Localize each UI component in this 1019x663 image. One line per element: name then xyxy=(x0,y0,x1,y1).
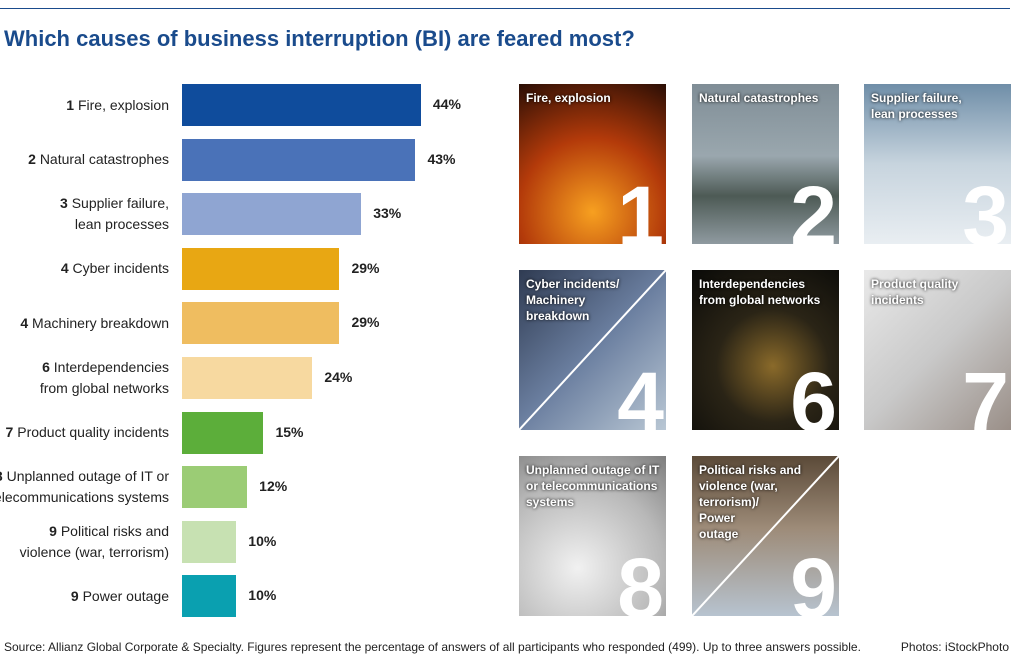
tile-number: 2 xyxy=(790,169,837,244)
category-name: Machinery breakdown xyxy=(32,314,169,331)
category-name: Interdependencies from global networks xyxy=(39,359,169,396)
rank: 2 xyxy=(28,151,36,168)
category-label: 1 Fire, explosion xyxy=(0,95,169,116)
tile-number: 6 xyxy=(790,355,837,430)
tile-divider xyxy=(519,270,666,430)
value-label: 12% xyxy=(259,478,288,495)
tile-divider xyxy=(692,456,839,616)
photo-tile: Cyber incidents/ Machinery breakdown 4 xyxy=(519,270,666,430)
category-label: 2 Natural catastrophes xyxy=(0,149,169,170)
bar xyxy=(182,193,362,236)
category-name: Supplier failure, lean processes xyxy=(71,195,169,233)
photo-tile: Unplanned outage of IT or telecommunicat… xyxy=(519,456,666,616)
category-label: 8 Unplanned outage of IT or telecommunic… xyxy=(0,466,169,508)
category-name: Fire, explosion xyxy=(77,96,169,113)
bar xyxy=(182,84,421,126)
rank: 9 xyxy=(49,522,57,539)
value-label: 10% xyxy=(248,532,277,549)
category-label: 4 Machinery breakdown xyxy=(0,313,169,334)
tile-label: Natural catastrophes xyxy=(699,91,819,105)
photo-tile: Political risks and violence (war, terro… xyxy=(692,456,839,616)
photo-tile: Interdependencies from global networks 6 xyxy=(692,270,839,430)
tile-label: Interdependencies from global networks xyxy=(699,277,821,307)
value-label: 10% xyxy=(248,587,277,604)
category-label: 7 Product quality incidents xyxy=(0,422,169,443)
category-label: 3 Supplier failure, lean processes xyxy=(0,193,169,235)
category-name: Product quality incidents xyxy=(17,424,169,441)
value-label: 44% xyxy=(432,96,461,112)
value-label: 15% xyxy=(275,423,304,440)
photo-tile: Product quality incidents 7 xyxy=(864,270,1011,430)
tile-number: 8 xyxy=(617,541,664,616)
tile-label: Fire, explosion xyxy=(526,91,611,105)
category-label: 9 Power outage xyxy=(0,586,169,607)
source-note: Source: Allianz Global Corporate & Speci… xyxy=(4,640,861,654)
top-rule xyxy=(0,8,1010,9)
title: Which causes of business interruption (B… xyxy=(4,26,635,51)
category-name: Cyber incidents xyxy=(72,260,170,277)
rank: 4 xyxy=(20,314,29,331)
diagonal xyxy=(519,270,666,430)
category-name: Unplanned outage of IT or telecommunicat… xyxy=(0,468,169,506)
rank: 3 xyxy=(60,195,68,212)
category-label: 4 Cyber incidents xyxy=(0,258,169,279)
tile-number: 1 xyxy=(617,169,664,244)
bar xyxy=(182,357,313,399)
bar xyxy=(182,411,264,454)
photo-tile: Supplier failure, lean processes 3 xyxy=(864,84,1011,244)
tile-number: 4 xyxy=(617,355,664,430)
photo-tile: Natural catastrophes 2 xyxy=(692,84,839,244)
bar xyxy=(182,247,340,290)
bar xyxy=(182,138,416,181)
bar xyxy=(182,520,237,563)
tile-number: 9 xyxy=(790,541,837,616)
tile-label: Cyber incidents/ Machinery breakdown xyxy=(526,277,620,323)
tile-number: 3 xyxy=(962,169,1009,244)
value-label: 24% xyxy=(324,369,353,385)
rank: 1 xyxy=(66,96,75,113)
value-label: 29% xyxy=(351,259,380,276)
category-name: Political risks and violence (war, terro… xyxy=(19,522,169,560)
bar xyxy=(182,575,237,618)
value-label: 33% xyxy=(373,205,402,222)
category-name: Power outage xyxy=(82,587,169,604)
photo-credit: Photos: iStockPhoto xyxy=(900,640,1009,654)
tile-number: 7 xyxy=(962,355,1009,430)
category-name: Natural catastrophes xyxy=(39,151,169,168)
rank: 8 xyxy=(0,468,3,484)
diagonal xyxy=(692,456,839,616)
rank: 7 xyxy=(5,424,14,441)
photo-tile: Fire, explosion 1 xyxy=(519,84,666,244)
tile-label: Political risks and violence (war, terro… xyxy=(699,463,802,541)
rank: 6 xyxy=(42,359,50,375)
category-label: 6 Interdependencies from global networks xyxy=(0,357,169,399)
category-label: 9 Political risks and violence (war, ter… xyxy=(0,521,169,563)
bar xyxy=(182,302,340,345)
tile-label: Supplier failure, lean processes xyxy=(871,91,962,121)
value-label: 29% xyxy=(351,314,380,331)
bar xyxy=(182,466,248,509)
rank: 4 xyxy=(60,260,69,277)
tile-label: Product quality incidents xyxy=(871,277,959,307)
rank: 9 xyxy=(70,587,79,604)
value-label: 43% xyxy=(427,150,456,167)
tile-label: Unplanned outage of IT or telecommunicat… xyxy=(526,463,660,509)
